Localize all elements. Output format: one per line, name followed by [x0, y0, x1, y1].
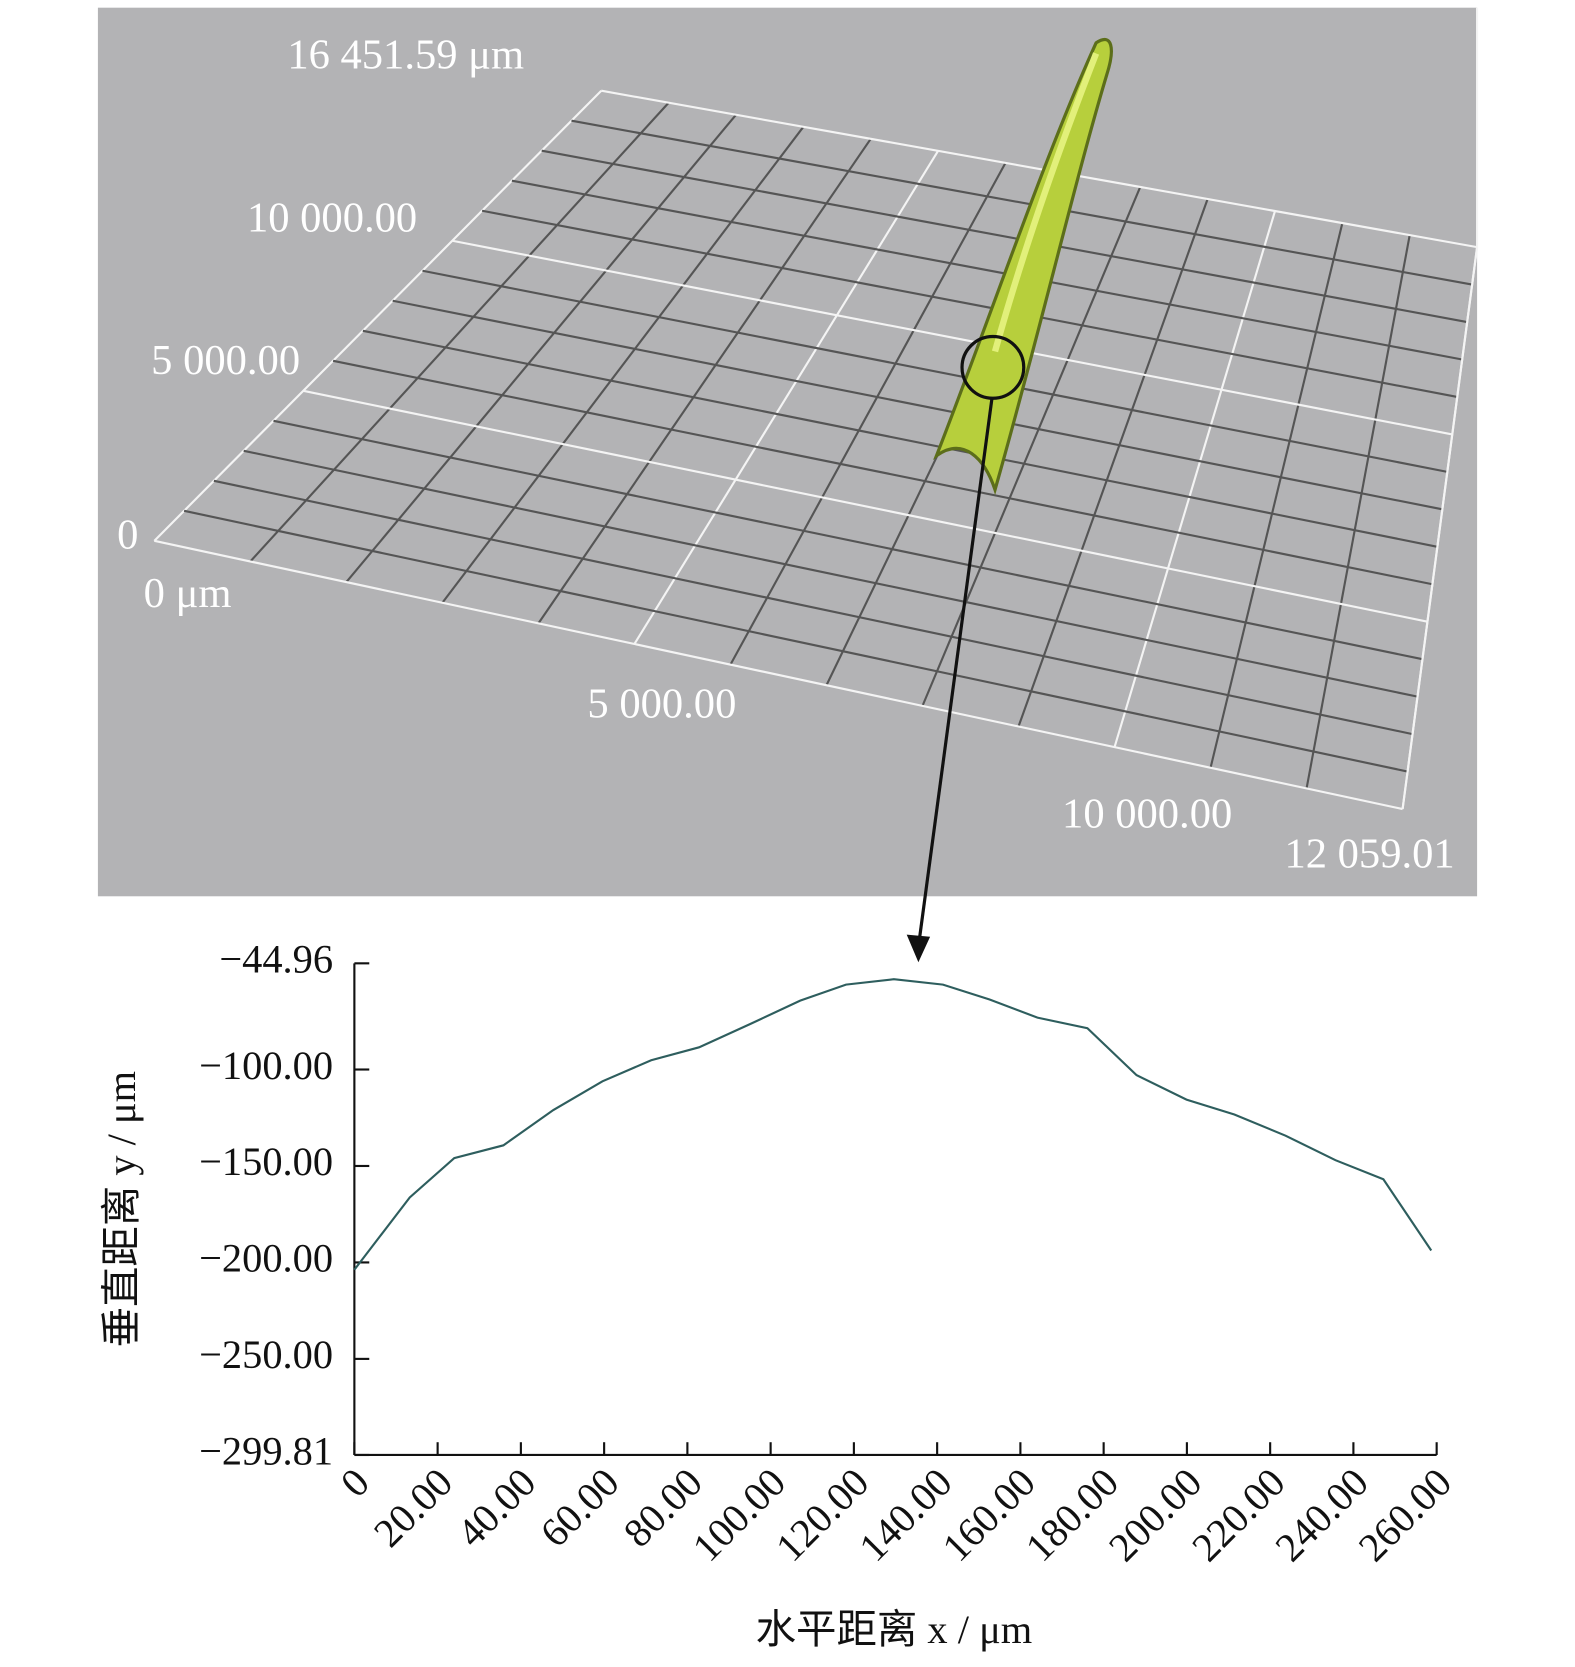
v-label: 5 000.00	[151, 337, 300, 384]
v-label: 0	[117, 511, 138, 558]
h-label: 0 μm	[144, 570, 232, 617]
scan-edge	[1401, 246, 1479, 810]
x-tick-label: 160.00	[934, 1460, 1044, 1570]
h-label: 10 000.00	[1062, 790, 1232, 837]
scan-grid-line	[249, 102, 670, 563]
scan-grid-line	[345, 114, 737, 583]
scan-grid-line	[1305, 234, 1411, 789]
x-tick-label: 60.00	[532, 1460, 628, 1556]
h-label: 12 059.01	[1284, 831, 1454, 878]
scan-grid-line	[921, 186, 1142, 707]
x-axis-title: 水平距离 x / μm	[756, 1607, 1033, 1652]
scan-grid-line	[273, 419, 1423, 661]
scan-grid	[153, 7, 1479, 811]
x-tick-label: 200.00	[1100, 1460, 1210, 1570]
scan-grid-line	[571, 119, 1473, 286]
scan-grid-line	[392, 299, 1443, 511]
y-tick-label: −299.81	[199, 1428, 333, 1473]
x-tick-label: 20.00	[365, 1460, 461, 1556]
y-tick-label: −100.00	[199, 1043, 333, 1088]
scan-grid-line	[183, 509, 1408, 773]
scan-grid-line	[422, 269, 1448, 473]
x-tick-label: 220.00	[1183, 1460, 1293, 1570]
scan-grid-line	[154, 539, 1403, 811]
scan-grid-line	[441, 126, 805, 604]
y-tick-label: −150.00	[199, 1139, 333, 1184]
scan-grid-line	[1209, 222, 1344, 769]
scan-grid-line	[303, 389, 1428, 623]
scan-grid-line	[601, 89, 1478, 249]
blade-highlight	[991, 52, 1100, 353]
scan-grid-line	[633, 150, 940, 645]
x-tick-label: 140.00	[850, 1460, 960, 1570]
x-tick-label: 120.00	[767, 1460, 877, 1570]
x-tick-label: 0	[332, 1460, 378, 1506]
x-tick-label: 40.00	[448, 1460, 544, 1556]
scan-grid-line	[541, 149, 1468, 324]
scan-grid-line	[1113, 210, 1276, 748]
data-line	[353, 978, 1433, 1271]
y-axis-title: 垂直距离 y / μm	[99, 1071, 144, 1348]
arrow-line	[917, 399, 994, 940]
y-tick-label: −44.96	[219, 937, 333, 982]
scan-grid-line	[213, 479, 1413, 736]
x-tick-label: 100.00	[684, 1460, 794, 1570]
y-tick-label: −250.00	[199, 1332, 333, 1377]
scan-grid-line	[452, 239, 1453, 436]
scan-grid-line	[481, 209, 1458, 399]
scan-grid-line	[153, 89, 603, 542]
scan-grid-line	[243, 449, 1418, 698]
x-tick-label: 240.00	[1267, 1460, 1377, 1570]
scan-grid-line	[332, 359, 1433, 586]
v-label: 10 000.00	[247, 194, 417, 241]
scan-grid-line	[511, 179, 1463, 361]
v-label: 16 451.59 μm	[287, 32, 524, 79]
scan-panel	[97, 7, 1478, 897]
scan-grid-line	[729, 162, 1007, 666]
scan-grid-line	[1017, 198, 1209, 727]
x-tick-label: 180.00	[1017, 1460, 1127, 1570]
x-tick-label: 260.00	[1350, 1460, 1460, 1570]
y-tick-label: −200.00	[199, 1236, 333, 1281]
scan-grid-line	[537, 138, 872, 624]
scan-grid-line	[362, 329, 1438, 548]
section-circle	[960, 334, 1026, 400]
h-label: 5 000.00	[587, 681, 736, 728]
arrow-head	[906, 934, 931, 963]
